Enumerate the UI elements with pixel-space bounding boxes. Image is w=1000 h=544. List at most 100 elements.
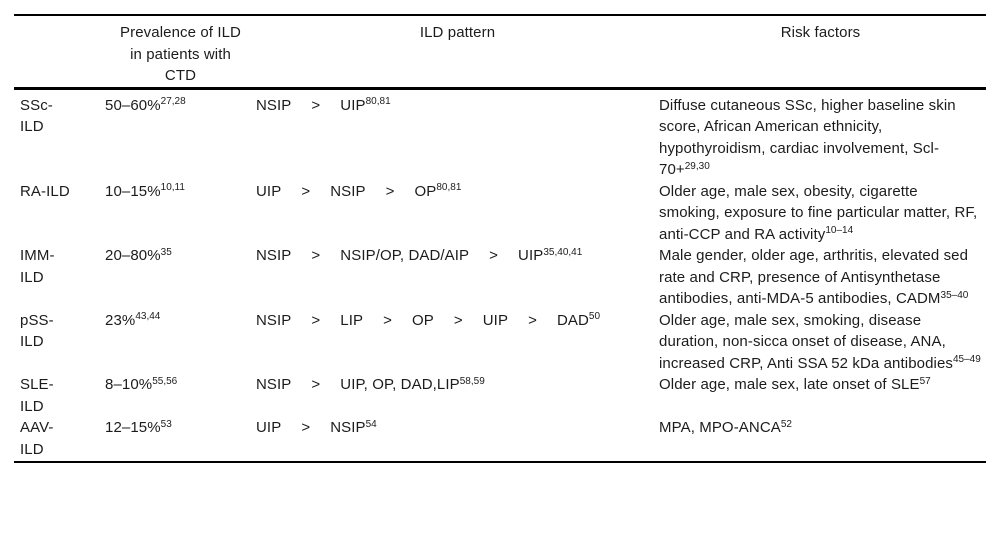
prevalence-value: 12–15%53 (105, 418, 172, 436)
row-label-cell: RA-ILD (14, 181, 105, 246)
pattern-token: NSIP54 (330, 418, 377, 436)
risk-factors-cell: MPA, MPO-ANCA52 (659, 417, 986, 460)
risk-factors-cell: Diffuse cutaneous SSc, higher baseline s… (659, 95, 986, 181)
greater-than-separator: > (311, 311, 321, 329)
table-row: SSc-ILD 50–60%27,28 NSIP > UIP80,81 Diffuse c… (14, 95, 986, 181)
pattern-token: NSIP (256, 247, 292, 264)
prevalence-cell: 20–80%35 (105, 245, 256, 310)
prevalence-value: 10–15%10,11 (105, 182, 185, 200)
row-label-cell: SSc-ILD (14, 95, 105, 181)
header-empty-cell (14, 22, 105, 87)
greater-than-separator: > (453, 311, 463, 329)
table-header-rule (14, 86, 986, 90)
greater-than-separator: > (301, 182, 311, 200)
reference-superscript: 10,11 (160, 182, 185, 193)
pattern-token: UIP (256, 419, 282, 436)
header-cell-ild-pattern: ILD pattern (256, 22, 659, 87)
risk-factors-text: Older age, male sex, late onset of SLE57 (659, 375, 931, 393)
row-label: AAV-ILD (20, 419, 54, 458)
prevalence-cell: 50–60%27,28 (105, 95, 256, 181)
reference-superscript: 45–49 (953, 354, 981, 365)
greater-than-separator: > (301, 419, 311, 436)
ild-pattern-cell: UIP > NSIP54 (256, 417, 659, 460)
row-label: SLE-ILD (20, 376, 54, 415)
risk-factors-text: Male gender, older age, arthritis, eleva… (659, 247, 969, 307)
reference-superscript: 29,30 (684, 160, 710, 172)
ild-pattern-cell: NSIP > UIP80,81 (256, 95, 659, 181)
greater-than-separator: > (385, 182, 395, 200)
table-row: RA-ILD 10–15%10,11 UIP > NSIP > OP80,81 Older a… (14, 181, 986, 246)
pattern-token: NSIP (256, 311, 292, 329)
header-cell-risk-factors: Risk factors (659, 22, 986, 87)
reference-superscript: 57 (919, 375, 931, 387)
risk-factors-cell: Older age, male sex, obesity, cigarette … (659, 181, 986, 246)
header-risk-factors-label: Risk factors (780, 24, 861, 41)
table-top-rule (14, 14, 986, 16)
greater-than-separator: > (311, 96, 321, 114)
table-bottom-rule (14, 461, 986, 463)
greater-than-separator: > (383, 311, 392, 329)
header-cell-prevalence: Prevalence of ILD in patients with CTD (105, 22, 256, 87)
risk-factors-cell: Male gender, older age, arthritis, eleva… (659, 245, 986, 310)
greater-than-separator: > (311, 247, 321, 264)
ild-pattern-cell: NSIP > UIP, OP, DAD,LIP58,59 (256, 374, 659, 417)
ild-pattern-cell: NSIP > NSIP/OP, DAD/AIP > UIP35,40,41 (256, 245, 659, 310)
prevalence-value: 8–10%55,56 (105, 375, 178, 393)
greater-than-separator: > (311, 376, 321, 393)
pattern-token: LIP (340, 311, 364, 329)
pattern-token: OP (412, 311, 434, 329)
reference-superscript: 52 (780, 418, 792, 430)
reference-superscript: 54 (365, 418, 377, 430)
reference-superscript: 55,56 (152, 375, 178, 387)
risk-factors-text: Diffuse cutaneous SSc, higher baseline s… (659, 96, 956, 179)
ild-pattern-cell: NSIP > LIP > OP > UIP > DAD50 (256, 310, 659, 375)
prevalence-value: 20–80%35 (105, 246, 172, 264)
pattern-token: DAD50 (556, 311, 601, 329)
table-body: SSc-ILD 50–60%27,28 NSIP > UIP80,81 Diffuse c… (14, 90, 986, 462)
risk-factors-text: Older age, male sex, smoking, disease du… (659, 311, 981, 372)
pattern-token: UIP80,81 (340, 96, 391, 114)
risk-factors-cell: Older age, male sex, smoking, disease du… (659, 310, 986, 375)
ctd-ild-table: Prevalence of ILD in patients with CTD I… (14, 14, 986, 463)
pattern-token: UIP, OP, DAD,LIP58,59 (340, 375, 485, 393)
prevalence-cell: 12–15%53 (105, 417, 256, 460)
reference-superscript: 35,40,41 (543, 246, 583, 258)
pattern-token: NSIP (330, 182, 366, 200)
header-ild-pattern-label: ILD pattern (419, 24, 496, 41)
reference-superscript: 43,44 (135, 311, 161, 322)
pattern-token: NSIP (256, 376, 292, 393)
reference-superscript: 27,28 (160, 96, 186, 107)
table-row: AAV-ILD 12–15%53 UIP > NSIP54 MPA, MPO-ANCA52 (14, 417, 986, 460)
row-label: RA-ILD (20, 182, 70, 200)
row-label: IMM-ILD (20, 247, 55, 286)
prevalence-cell: 8–10%55,56 (105, 374, 256, 417)
risk-factors-text: MPA, MPO-ANCA52 (659, 418, 792, 436)
pattern-token: UIP (256, 182, 282, 200)
prevalence-cell: 10–15%10,11 (105, 181, 256, 246)
table-row: SLE-ILD 8–10%55,56 NSIP > UIP, OP, DAD,LIP58… (14, 374, 986, 417)
row-label-cell: SLE-ILD (14, 374, 105, 417)
reference-superscript: 35 (160, 246, 172, 258)
row-label: SSc-ILD (20, 96, 53, 136)
risk-factors-text: Older age, male sex, obesity, cigarette … (659, 182, 978, 243)
greater-than-separator: > (528, 311, 537, 329)
pattern-token: NSIP (256, 96, 292, 114)
table-row: IMM-ILD 20–80%35 NSIP > NSIP/OP, DAD/AIP > UIP… (14, 245, 986, 310)
pattern-token: OP80,81 (414, 182, 462, 200)
ild-pattern-cell: UIP > NSIP > OP80,81 (256, 181, 659, 246)
prevalence-value: 23%43,44 (105, 311, 161, 329)
risk-factors-cell: Older age, male sex, late onset of SLE57 (659, 374, 986, 417)
row-label-cell: IMM-ILD (14, 245, 105, 310)
pattern-token: UIP (482, 311, 509, 329)
reference-superscript: 80,81 (436, 182, 462, 193)
reference-superscript: 58,59 (459, 375, 485, 387)
prevalence-cell: 23%43,44 (105, 310, 256, 375)
table-header-row: Prevalence of ILD in patients with CTD I… (14, 16, 986, 87)
row-label: pSS-ILD (20, 311, 54, 351)
reference-superscript: 80,81 (365, 96, 391, 107)
row-label-cell: AAV-ILD (14, 417, 105, 460)
reference-superscript: 50 (588, 311, 601, 322)
pattern-token: UIP35,40,41 (518, 246, 583, 264)
greater-than-separator: > (489, 247, 499, 264)
table-row: pSS-ILD 23%43,44 NSIP > LIP > OP > UIP > DAD50 Olde… (14, 310, 986, 375)
